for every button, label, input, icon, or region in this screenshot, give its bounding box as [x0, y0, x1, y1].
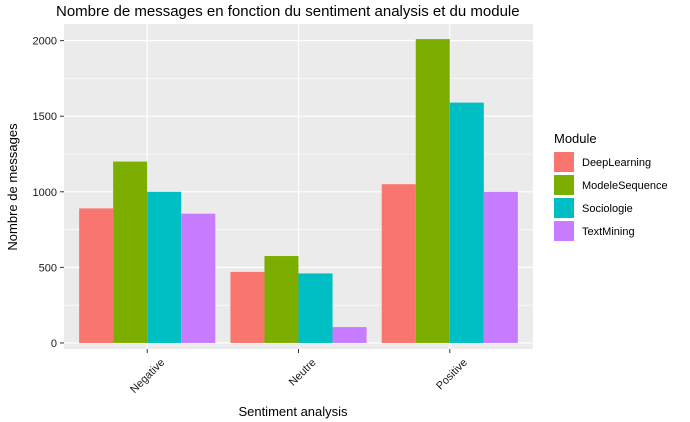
bar-textmining-negative: [181, 213, 216, 343]
legend-items: DeepLearning ModeleSequence Sociologie Text…: [554, 152, 668, 241]
bar-deeplearning-positive: [381, 184, 416, 343]
legend-key-modelesequence: [554, 175, 574, 195]
legend-key-deeplearning: [554, 152, 574, 172]
y-tick-label: 1500: [33, 111, 57, 123]
bar-modelesequence-neutre: [264, 256, 299, 343]
bar-deeplearning-negative: [79, 208, 114, 343]
x-tick-label-negative: Negative: [128, 357, 167, 396]
legend-label-modelesequence: ModeleSequence: [582, 180, 668, 192]
bar-modelesequence-negative: [113, 161, 148, 343]
bars: [79, 39, 518, 343]
chart-title: Nombre de messages en fonction du sentim…: [56, 3, 520, 20]
y-tick-label: 1000: [33, 187, 57, 199]
bar-sociologie-positive: [449, 102, 484, 343]
x-tick-label-positive: Positive: [434, 357, 470, 393]
x-axis: Negative Neutre Positive: [128, 349, 470, 396]
legend-title: Module: [554, 131, 597, 146]
bar-deeplearning-neutre: [230, 271, 265, 343]
y-axis-title: Nombre de messages: [5, 123, 20, 251]
y-tick-label: 500: [39, 262, 57, 274]
y-axis: 0 500 1000 1500 2000: [33, 36, 64, 350]
legend-key-sociologie: [554, 198, 574, 218]
bar-textmining-neutre: [332, 327, 367, 343]
y-tick-label: 0: [51, 338, 57, 350]
y-tick-label: 2000: [33, 36, 57, 48]
x-axis-title: Sentiment analysis: [238, 404, 348, 419]
x-tick-label-neutre: Neutre: [287, 357, 319, 389]
bar-textmining-positive: [483, 191, 518, 343]
legend-label-deeplearning: DeepLearning: [582, 157, 651, 169]
bar-modelesequence-positive: [415, 39, 450, 343]
legend-label-sociologie: Sociologie: [582, 203, 633, 215]
bar-sociologie-neutre: [298, 273, 333, 343]
legend-key-textmining: [554, 221, 574, 241]
legend: Module DeepLearning ModeleSequence Sociolo…: [554, 131, 668, 241]
bar-sociologie-negative: [147, 191, 182, 343]
legend-label-textmining: TextMining: [582, 226, 635, 238]
